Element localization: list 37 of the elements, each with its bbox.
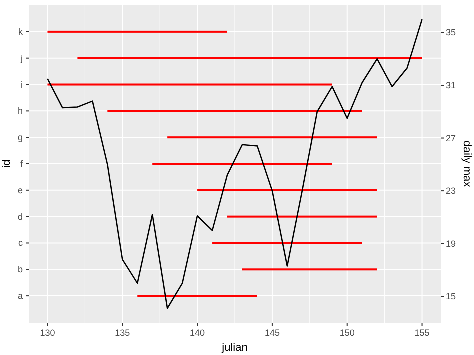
bar	[48, 84, 332, 86]
bar	[78, 57, 422, 60]
y2-tick-label: 23	[446, 186, 456, 196]
x-tick-label: 140	[190, 328, 206, 338]
y-tick-label: d	[18, 212, 23, 222]
x-tick-label: 135	[115, 328, 130, 338]
x-tick-label: 155	[414, 328, 430, 338]
bar	[242, 268, 378, 271]
y-tick-label: b	[18, 264, 23, 275]
x-axis-title: julian	[221, 342, 248, 354]
bar	[198, 189, 378, 192]
y2-tick-label: 15	[446, 292, 456, 302]
bar	[138, 295, 258, 298]
line-series	[47, 18, 423, 310]
x-tick-label: 150	[340, 328, 355, 338]
bar	[152, 163, 332, 165]
y-tick-label: f	[20, 159, 24, 169]
y-tick-label: h	[18, 106, 23, 116]
y-tick-label: i	[21, 80, 23, 90]
y-tick-label: k	[18, 26, 24, 37]
y2-axis-title: daily max	[461, 140, 473, 188]
bar	[228, 216, 378, 218]
y-tick-label: e	[18, 185, 23, 196]
y2-tick-label: 31	[446, 80, 456, 90]
x-tick-label: 145	[264, 328, 280, 338]
y-tick-label: a	[18, 291, 23, 302]
y2-tick-label: 19	[446, 238, 456, 249]
bar	[168, 136, 378, 139]
bar	[212, 242, 362, 244]
y-tick-label: c	[18, 238, 24, 248]
x-tick-label: 130	[40, 328, 56, 338]
bar	[108, 110, 362, 112]
y-axis-title: id	[1, 160, 13, 168]
y-tick-label: g	[18, 132, 23, 143]
y2-tick-label: 27	[446, 133, 456, 144]
y-tick-label: j	[20, 53, 23, 64]
y2-tick-label: 35	[446, 28, 456, 38]
